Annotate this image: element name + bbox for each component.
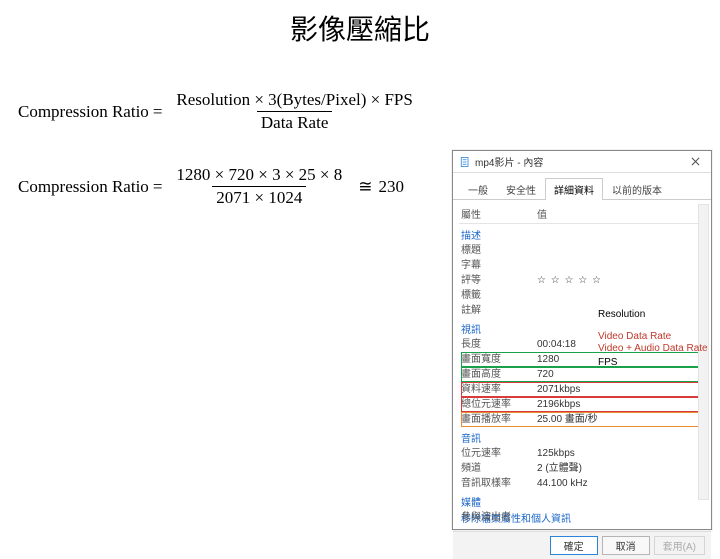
row-audio-bitrate: 位元速率125kbps bbox=[461, 446, 703, 461]
dialog-tabs: 一般 安全性 詳細資料 以前的版本 bbox=[453, 173, 711, 200]
ok-button[interactable]: 確定 bbox=[550, 536, 598, 555]
column-headers: 屬性 值 bbox=[459, 204, 705, 224]
annotation-resolution: Resolution bbox=[598, 309, 645, 321]
formula-label: Compression Ratio bbox=[18, 102, 149, 122]
header-property: 屬性 bbox=[461, 206, 537, 221]
tab-previous[interactable]: 以前的版本 bbox=[603, 178, 671, 200]
annotation-video-rate: Video Data Rate bbox=[598, 331, 671, 343]
row-subtitle: 字幕 bbox=[461, 258, 703, 273]
fraction-general: Resolution × 3(Bytes/Pixel) × FPS Data R… bbox=[172, 90, 416, 133]
section-media: 媒體 bbox=[461, 491, 703, 510]
equals-sign: = bbox=[153, 177, 163, 197]
formula-example: Compression Ratio = 1280 × 720 × 3 × 25 … bbox=[18, 165, 404, 208]
fraction-numerator: 1280 × 720 × 3 × 25 × 8 bbox=[172, 165, 346, 186]
tab-security[interactable]: 安全性 bbox=[497, 178, 545, 200]
fraction-example: 1280 × 720 × 3 × 25 × 8 2071 × 1024 bbox=[172, 165, 346, 208]
approx-sign: ≅ bbox=[358, 177, 372, 197]
formula-general: Compression Ratio = Resolution × 3(Bytes… bbox=[18, 90, 423, 133]
tab-general[interactable]: 一般 bbox=[459, 178, 497, 200]
annotation-total-rate: Video + Audio Data Rate bbox=[598, 343, 708, 355]
fraction-denominator: 2071 × 1024 bbox=[212, 186, 306, 208]
dialog-buttons: 確定 取消 套用(A) bbox=[453, 531, 711, 559]
annotation-fps: FPS bbox=[598, 357, 617, 369]
dialog-title: mp4影片 - 內容 bbox=[475, 154, 685, 169]
dialog-titlebar: mp4影片 - 內容 bbox=[453, 151, 711, 173]
row-total-bitrate: 總位元速率2196kbps bbox=[461, 397, 703, 412]
fraction-numerator: Resolution × 3(Bytes/Pixel) × FPS bbox=[172, 90, 416, 111]
row-artists: 參與演出者 bbox=[461, 510, 703, 525]
slide-title: 影像壓縮比 bbox=[0, 8, 720, 48]
row-comment: 註解 bbox=[461, 303, 703, 318]
cancel-button[interactable]: 取消 bbox=[602, 536, 650, 555]
row-frame-height: 畫面高度720 bbox=[461, 367, 703, 382]
row-tags: 標籤 bbox=[461, 288, 703, 303]
apply-button[interactable]: 套用(A) bbox=[654, 536, 705, 555]
row-data-rate: 資料速率2071kbps bbox=[461, 382, 703, 397]
row-fps: 畫面播放率25.00 畫面/秒 bbox=[461, 412, 703, 427]
tab-details[interactable]: 詳細資料 bbox=[545, 178, 603, 200]
row-rating: 評等☆ ☆ ☆ ☆ ☆ bbox=[461, 273, 703, 288]
properties-dialog: mp4影片 - 內容 一般 安全性 詳細資料 以前的版本 屬性 值 描述 標題 … bbox=[452, 150, 712, 530]
property-rows: 描述 標題 字幕 評等☆ ☆ ☆ ☆ ☆ 標籤 註解 視訊 長度00:04:18… bbox=[459, 224, 705, 525]
row-title: 標題 bbox=[461, 243, 703, 258]
rating-stars: ☆ ☆ ☆ ☆ ☆ bbox=[537, 274, 703, 287]
equals-sign: = bbox=[153, 102, 163, 122]
file-icon bbox=[459, 156, 471, 168]
section-description: 描述 bbox=[461, 224, 703, 243]
fraction-denominator: Data Rate bbox=[257, 111, 333, 133]
row-sample-rate: 音訊取樣率44.100 kHz bbox=[461, 476, 703, 491]
formula-label: Compression Ratio bbox=[18, 177, 149, 197]
close-icon[interactable] bbox=[685, 154, 705, 170]
section-audio: 音訊 bbox=[461, 427, 703, 446]
formula-result: 230 bbox=[379, 177, 405, 197]
row-channels: 頻道2 (立體聲) bbox=[461, 461, 703, 476]
header-value: 值 bbox=[537, 206, 703, 221]
